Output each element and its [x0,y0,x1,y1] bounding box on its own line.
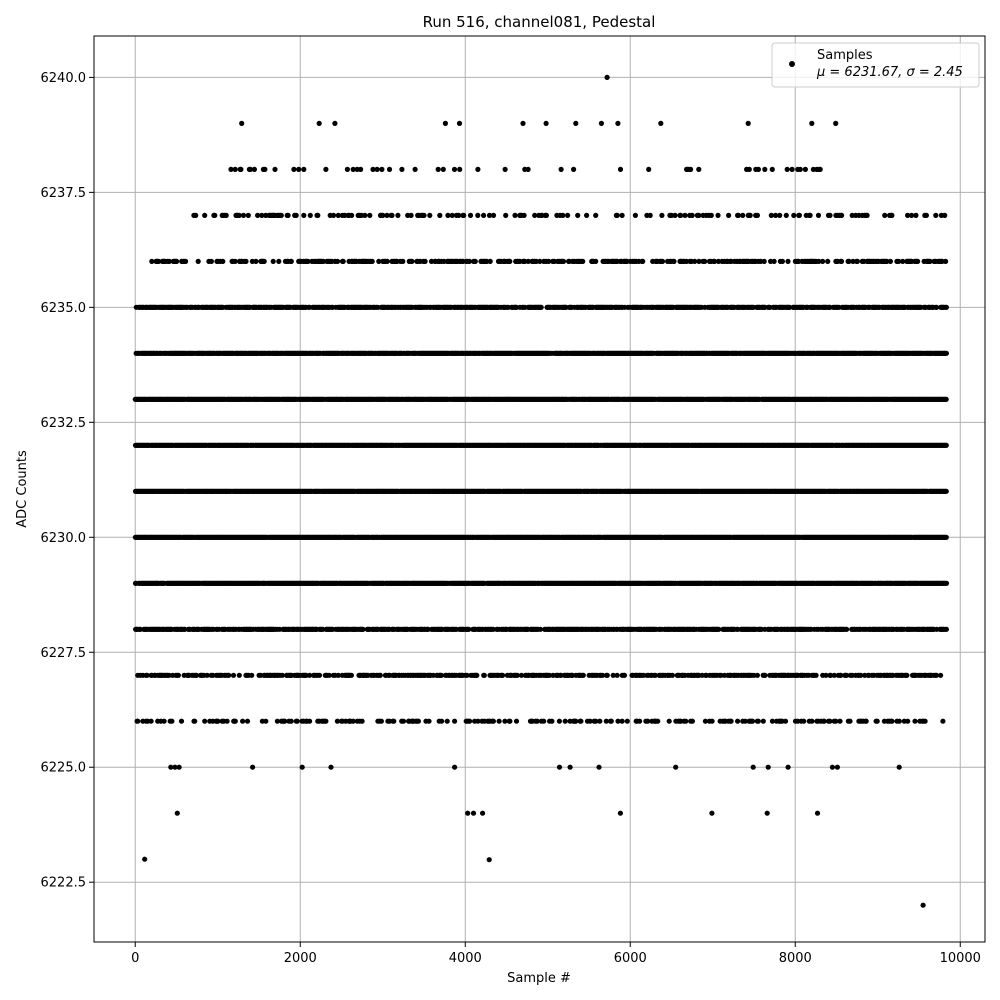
data-points [132,74,950,908]
data-point [943,442,949,448]
data-point [943,580,950,586]
data-point [943,534,949,540]
chart-title: Run 516, channel081, Pedestal [423,13,656,31]
data-point [943,396,949,402]
data-point [943,488,949,494]
